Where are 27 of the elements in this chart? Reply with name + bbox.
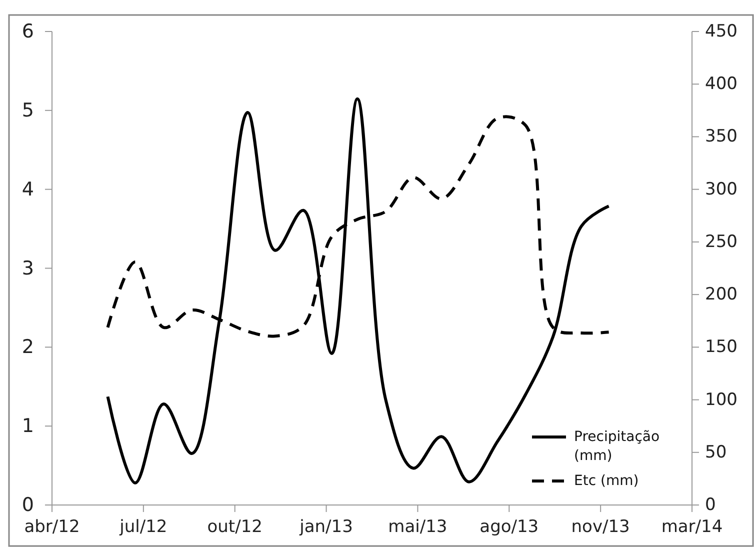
x-tick-label: ago/13 (480, 517, 539, 537)
x-tick-label: abr/12 (24, 517, 80, 537)
y2-tick-label: 150 (705, 337, 738, 358)
x-tick-label: mar/14 (661, 517, 723, 537)
y2-tick-label: 50 (705, 442, 727, 462)
y-tick-label: 3 (22, 257, 34, 280)
y2-tick-label: 200 (705, 284, 738, 305)
y2-tick-label: 350 (705, 126, 738, 147)
legend-label: Etc (mm) (574, 473, 639, 489)
y-tick-label: 6 (22, 20, 34, 42)
y-tick-label: 0 (22, 494, 34, 516)
y2-tick-label: 400 (705, 74, 738, 94)
legend-label: Precipitação (mm) (574, 429, 660, 464)
y-tick-label: 1 (22, 415, 34, 438)
y2-tick-label: 250 (705, 232, 738, 252)
x-tick-label: mai/13 (388, 517, 448, 537)
y-tick-label: 4 (22, 178, 34, 200)
x-tick-label: nov/13 (571, 517, 630, 537)
x-tick-label: jul/12 (118, 517, 168, 537)
y-tick-label: 5 (22, 99, 34, 122)
y2-tick-label: 0 (705, 495, 716, 515)
y-tick-label: 2 (22, 336, 34, 358)
y2-tick-label: 300 (705, 179, 738, 200)
x-tick-label: out/12 (207, 517, 262, 537)
y2-tick-label: 100 (705, 390, 738, 410)
y2-tick-label: 450 (705, 22, 738, 42)
x-tick-label: jan/13 (298, 517, 353, 537)
